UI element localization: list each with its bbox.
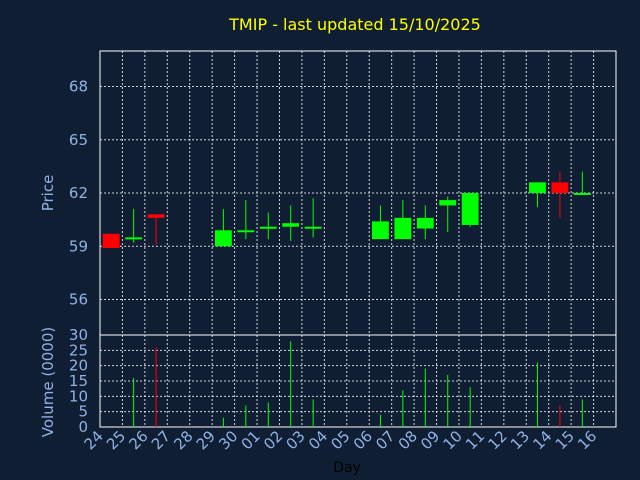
volume-tick-label: 25 [69,341,88,359]
candle-body [394,217,412,240]
volume-plot-frame [99,334,617,428]
price-panel: 56 59 62 65 68 [69,50,617,336]
x-axis-label: Day [333,460,361,476]
day-tick-label: 16 [574,427,600,453]
candle-body [282,223,300,227]
price-tick-label: 65 [69,131,88,149]
candle-body [573,193,591,195]
candle-body [259,226,277,229]
candle-body [372,221,389,240]
candle-body [237,230,255,233]
candle-body [304,226,322,229]
candle-body [125,237,143,240]
candle-body [102,233,120,249]
candle-body [529,182,546,193]
price-tick-label: 62 [69,184,88,202]
price-axis-label: Price [39,175,57,212]
candle-body [439,200,457,206]
candle-body [461,193,479,225]
candle-body [551,182,569,193]
price-tick-label: 68 [69,78,88,96]
chart-title: TMIP - last updated 15/10/2025 [228,15,481,34]
price-tick-label: 56 [69,291,88,309]
candle-body [416,217,434,229]
price-tick-label: 59 [69,237,88,255]
volume-tick-label: 5 [78,403,88,421]
volume-panel: 0510152025302425262728293001020304050607… [69,326,617,453]
candle-body [147,214,165,218]
volume-tick-label: 15 [69,372,88,390]
volume-tick-label: 10 [69,387,88,405]
volume-tick-label: 30 [69,326,88,344]
volume-tick-label: 0 [78,418,88,436]
volume-tick-label: 20 [69,357,88,375]
candle-body [214,230,232,247]
volume-axis-label: Volume (0000) [39,327,57,437]
